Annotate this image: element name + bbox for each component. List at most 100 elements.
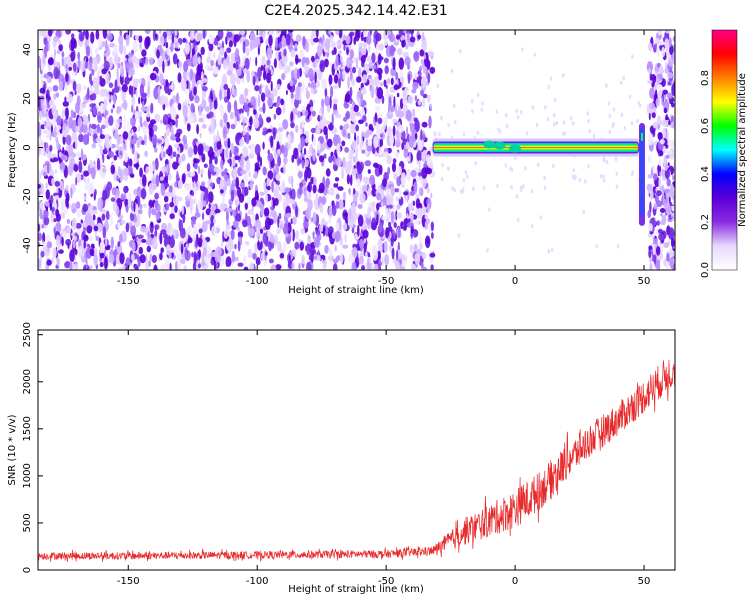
faint-dot — [471, 108, 474, 114]
noise-blob — [75, 151, 82, 158]
noise-blob — [385, 88, 390, 102]
noise-blob — [177, 179, 183, 190]
snr-frame — [37, 329, 676, 571]
noise-blob — [352, 213, 357, 225]
noise-blob — [43, 93, 47, 106]
noise-blob — [673, 197, 675, 207]
noise-blob — [386, 78, 391, 85]
noise-blob — [305, 149, 310, 160]
noise-blob — [414, 95, 418, 102]
noise-blob — [362, 47, 367, 56]
noise-blob — [305, 159, 309, 166]
noise-blob — [421, 175, 426, 189]
noise-blob — [352, 66, 356, 74]
noise-blob — [348, 159, 353, 170]
noise-blob — [51, 178, 55, 186]
noise-blob — [103, 52, 110, 57]
noise-blob — [284, 30, 287, 39]
noise-blob — [379, 43, 384, 51]
faint-dot — [612, 107, 616, 112]
noise-blob — [254, 85, 260, 92]
noise-blob — [405, 30, 412, 34]
noise-blob — [659, 138, 665, 145]
noise-blob — [151, 237, 158, 250]
faint-dot — [451, 186, 455, 191]
noise-blob — [335, 157, 342, 167]
noise-blob — [273, 58, 277, 69]
noise-blob — [264, 189, 268, 195]
noise-blob — [342, 244, 349, 249]
noise-blob — [367, 74, 372, 80]
noise-blob — [103, 60, 110, 70]
noise-blob — [105, 39, 108, 53]
noise-blob — [259, 228, 264, 234]
noise-blob — [666, 92, 674, 99]
noise-blob — [273, 188, 279, 198]
noise-blob — [664, 198, 668, 204]
noise-blob — [315, 58, 320, 64]
noise-blob — [157, 94, 161, 104]
noise-blob — [250, 42, 256, 50]
noise-blob — [339, 125, 343, 131]
noise-blob — [181, 80, 187, 92]
noise-blob — [652, 164, 656, 173]
noise-blob — [70, 37, 77, 45]
noise-blob — [133, 163, 140, 168]
noise-blob — [249, 179, 254, 190]
noise-blob — [217, 54, 222, 66]
noise-blob — [336, 41, 342, 47]
noise-blob — [355, 124, 359, 132]
noise-blob — [677, 225, 680, 238]
noise-blob — [661, 46, 666, 58]
noise-blob — [665, 154, 670, 159]
noise-blob — [219, 203, 226, 212]
noise-blob — [383, 57, 389, 64]
noise-blob — [401, 258, 407, 268]
noise-blob — [196, 32, 203, 42]
noise-blob — [347, 76, 350, 89]
noise-blob — [678, 72, 681, 80]
noise-blob — [143, 120, 148, 127]
noise-blob — [129, 211, 135, 222]
snr-ytick-label: 1000 — [22, 463, 33, 488]
noise-blob — [677, 175, 680, 186]
noise-blob — [678, 234, 681, 242]
faint-dot — [495, 109, 499, 115]
noise-blob — [219, 119, 224, 128]
noise-blob — [426, 94, 431, 103]
noise-blob — [104, 96, 110, 101]
noise-blob — [74, 248, 78, 256]
snr-xtick-label: -150 — [117, 576, 140, 587]
noise-blob — [300, 136, 306, 148]
noise-blob — [42, 53, 46, 65]
noise-blob — [329, 34, 334, 43]
noise-blob — [110, 164, 116, 175]
noise-blob — [230, 229, 235, 240]
noise-blob — [337, 199, 344, 210]
noise-blob — [83, 30, 86, 36]
noise-blob — [165, 42, 169, 49]
noise-blob — [195, 238, 198, 248]
noise-blob — [667, 72, 674, 79]
noise-blob — [165, 164, 169, 174]
noise-blob — [266, 116, 272, 123]
noise-blob — [249, 262, 255, 270]
faint-dot — [457, 233, 461, 238]
noise-blob — [243, 174, 249, 183]
noise-blob — [422, 93, 428, 99]
noise-blob — [391, 187, 395, 196]
noise-blob — [393, 96, 396, 109]
noise-blob — [226, 47, 232, 53]
noise-blob — [193, 74, 196, 85]
noise-blob — [242, 117, 245, 129]
noise-blob — [65, 196, 69, 208]
noise-blob — [383, 37, 388, 46]
noise-blob — [83, 85, 86, 90]
noise-blob — [113, 155, 118, 161]
faint-dot — [504, 113, 508, 118]
noise-blob — [100, 158, 103, 171]
noise-blob — [134, 111, 139, 121]
noise-blob — [267, 152, 274, 162]
noise-blob — [352, 202, 356, 210]
